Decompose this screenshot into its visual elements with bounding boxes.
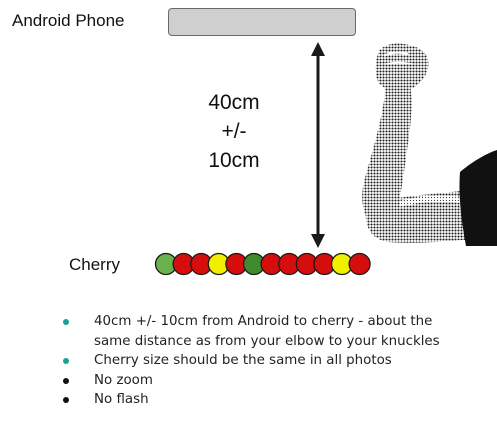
double-headed-arrow-icon bbox=[311, 42, 325, 248]
phone-bar bbox=[168, 8, 356, 36]
arrow-head-down-icon bbox=[311, 234, 325, 248]
flexed-arm-icon bbox=[362, 43, 497, 246]
teal-bullet-icon bbox=[63, 319, 69, 325]
black-bullet-icon bbox=[63, 377, 69, 384]
phone-label: Android Phone bbox=[12, 11, 125, 30]
distance-line-3: 10cm bbox=[208, 149, 260, 172]
note-item: No flash bbox=[60, 390, 440, 410]
note-text: 40cm +/- 10cm from Android to cherry - a… bbox=[94, 314, 440, 349]
distance-text: 40cm +/- 10cm bbox=[188, 88, 280, 175]
cherry-circle bbox=[348, 252, 371, 276]
distance-line-1: 40cm bbox=[208, 91, 260, 114]
note-text: Cherry size should be the same in all ph… bbox=[94, 353, 392, 368]
note-item: 40cm +/- 10cm from Android to cherry - a… bbox=[60, 312, 440, 351]
distance-line-2: +/- bbox=[221, 120, 247, 143]
note-text: No flash bbox=[94, 392, 149, 407]
note-item: Cherry size should be the same in all ph… bbox=[60, 351, 440, 371]
arrow-head-up-icon bbox=[311, 42, 325, 56]
black-bullet-icon bbox=[63, 397, 69, 403]
cherry-label: Cherry bbox=[69, 255, 121, 274]
note-text: No zoom bbox=[94, 372, 153, 388]
note-item: No zoom bbox=[60, 371, 440, 391]
notes-list: 40cm +/- 10cm from Android to cherry - a… bbox=[60, 312, 440, 410]
teal-bullet-icon bbox=[63, 358, 69, 364]
